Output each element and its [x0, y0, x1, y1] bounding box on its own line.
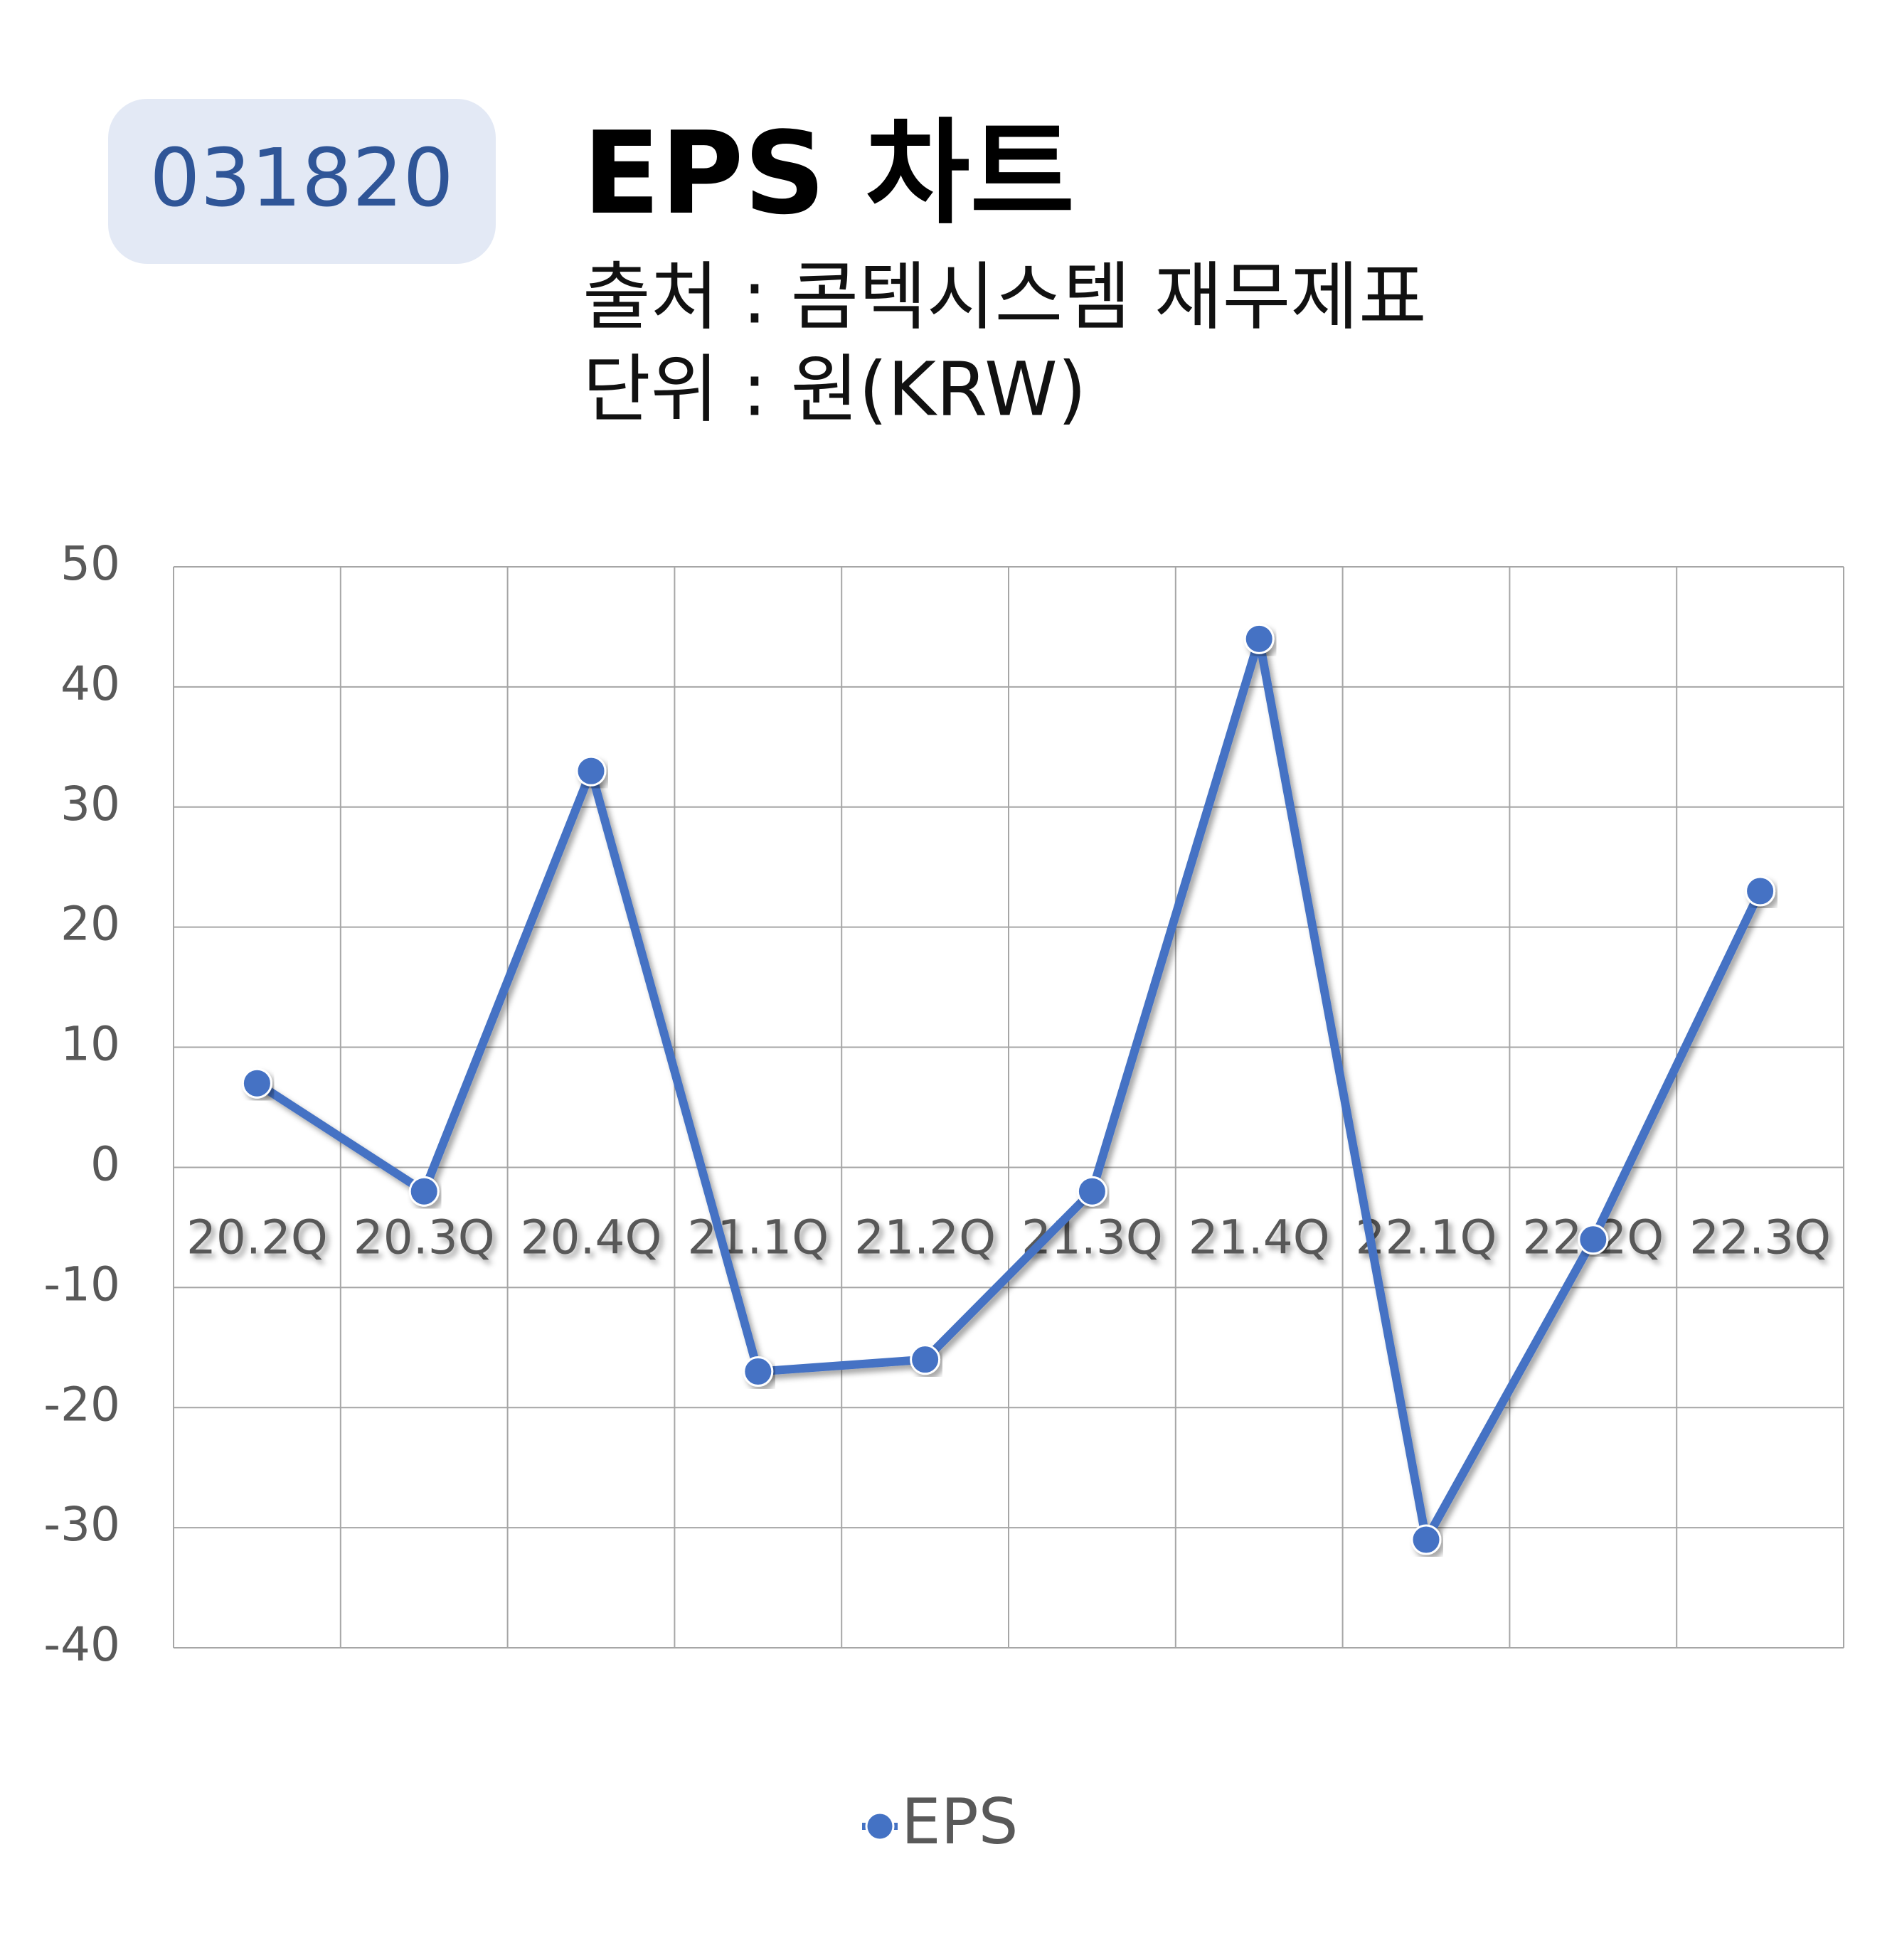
marker: [1410, 1524, 1442, 1555]
y-tick-label: 10: [60, 1017, 120, 1072]
y-tick-label: -10: [43, 1257, 120, 1311]
marker: [575, 755, 607, 787]
marker: [1076, 1176, 1107, 1207]
marker: [1745, 875, 1776, 907]
y-tick-label: 0: [90, 1137, 120, 1192]
stock-code: 031820: [149, 132, 454, 225]
x-tick-label: 20.2Q: [186, 1210, 328, 1265]
x-tick-label: 21.2Q: [854, 1210, 996, 1265]
x-tick-label: 20.3Q: [354, 1210, 495, 1265]
y-tick-label: -20: [43, 1377, 120, 1432]
x-tick-label: 22.3Q: [1689, 1210, 1831, 1265]
marker: [408, 1176, 440, 1207]
x-tick-label: 20.4Q: [521, 1210, 662, 1265]
subtitle: 단위 : 원(KRW): [583, 346, 1086, 432]
y-tick-label: 50: [60, 536, 120, 591]
marker: [1578, 1224, 1609, 1255]
code-badge: [108, 99, 496, 264]
line: [255, 634, 1765, 1544]
marker: [1243, 623, 1275, 654]
y-tick-label: -40: [43, 1617, 120, 1672]
y-tick-label: 20: [60, 897, 120, 952]
x-tick-label: 22.1Q: [1356, 1210, 1497, 1265]
y-tick-label: 40: [60, 656, 120, 711]
x-tick-label: 21.1Q: [687, 1210, 829, 1265]
y-tick-label: -30: [43, 1497, 120, 1552]
legend-label: EPS: [901, 1785, 1019, 1858]
chart-title: EPS 차트: [583, 107, 1075, 240]
marker: [241, 1067, 272, 1099]
x-tick-label: 21.4Q: [1189, 1210, 1330, 1265]
marker: [910, 1344, 941, 1375]
legend-marker: [865, 1811, 895, 1841]
subtitle: 출처 : 콤텍시스템 재무제표: [583, 253, 1427, 340]
y-tick-label: 30: [60, 777, 120, 831]
marker: [743, 1356, 774, 1388]
